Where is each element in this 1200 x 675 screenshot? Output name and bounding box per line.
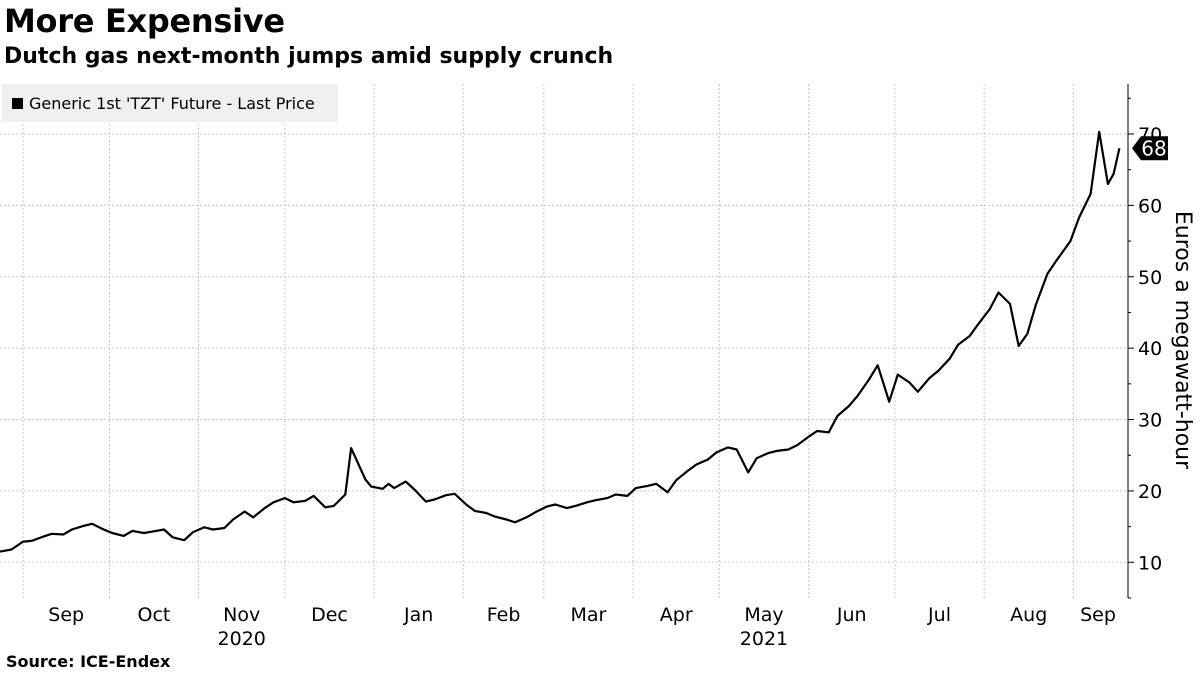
y-axis-title: Euros a megawatt-hour <box>1170 211 1195 470</box>
chart-subtitle: Dutch gas next-month jumps amid supply c… <box>4 44 614 69</box>
x-tick-label: Dec <box>311 604 348 626</box>
grid-lines <box>0 84 1128 598</box>
x-tick-label: Feb <box>487 604 521 626</box>
legend-label: Generic 1st 'TZT' Future - Last Price <box>29 93 315 113</box>
y-tick-label: 30 <box>1138 410 1162 432</box>
x-tick-label: Jan <box>403 604 433 626</box>
x-tick-label: May <box>744 604 783 626</box>
chart-title: More Expensive <box>4 2 285 40</box>
x-tick-label: Apr <box>660 604 693 626</box>
series-line <box>0 130 1121 553</box>
x-axis: Sep Oct Nov Dec Jan Feb Mar Apr May Jun Jul Aug Sep 2… <box>48 604 1116 650</box>
last-value-badge: 68 <box>1132 136 1168 161</box>
x-year-label: 2021 <box>740 628 788 650</box>
x-tick-label: Sep <box>48 604 84 626</box>
x-tick-label: Sep <box>1080 604 1116 626</box>
y-tick-label: 50 <box>1138 267 1162 289</box>
x-tick-label: Oct <box>138 604 171 626</box>
series-layer <box>0 130 1121 553</box>
source-note: Source: ICE-Endex <box>6 652 171 671</box>
x-tick-label: Jun <box>836 604 867 626</box>
y-tick-label: 20 <box>1138 481 1162 503</box>
x-tick-label: Mar <box>571 604 607 626</box>
x-year-label: 2020 <box>218 628 266 650</box>
x-tick-label: Aug <box>1010 604 1047 626</box>
y-tick-label: 10 <box>1138 552 1162 574</box>
x-tick-label: Jul <box>927 604 951 626</box>
y-tick-label: 60 <box>1138 195 1162 217</box>
x-tick-label: Nov <box>223 604 260 626</box>
legend: Generic 1st 'TZT' Future - Last Price <box>2 84 338 122</box>
y-tick-label: 40 <box>1138 338 1162 360</box>
legend-swatch <box>12 97 23 109</box>
badge-label: 68 <box>1141 136 1166 160</box>
badge-shape <box>1132 136 1168 161</box>
